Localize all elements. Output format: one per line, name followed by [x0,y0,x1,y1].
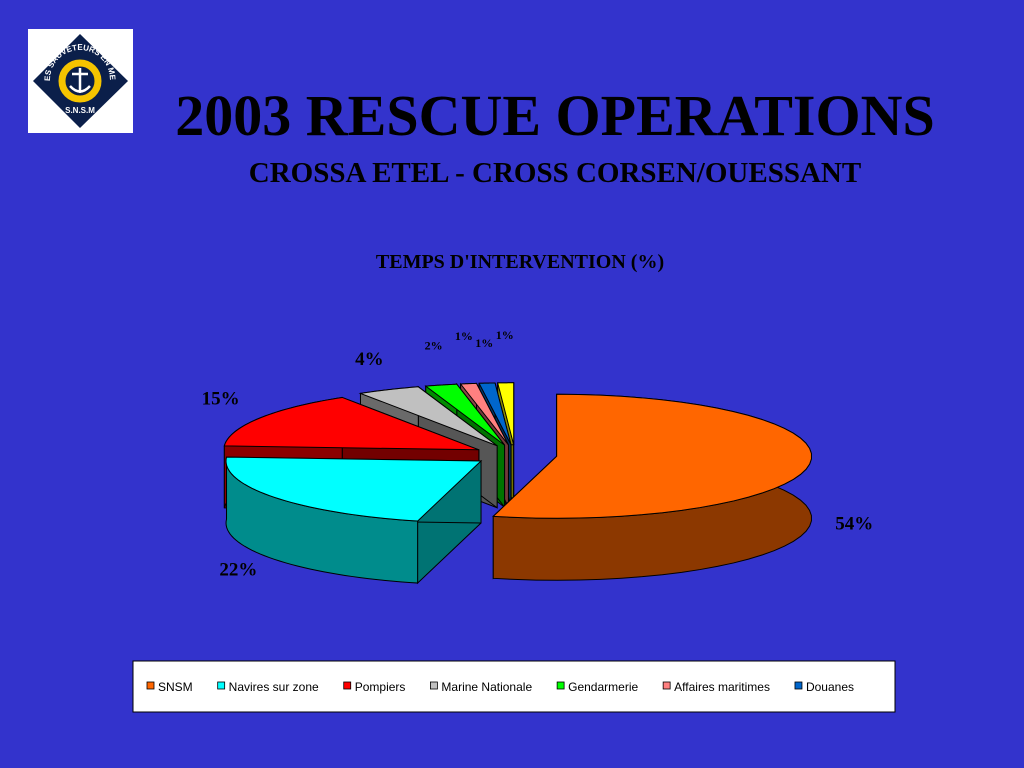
legend-swatch [146,681,155,690]
data-label: 1% [475,336,493,350]
slice-top [223,396,480,451]
legend-label: Douanes [806,680,854,694]
pie-slice [492,393,812,581]
slice-top [478,382,512,446]
data-label: 4% [355,349,384,370]
legend-swatch [794,681,803,690]
subtitle: CROSSA ETEL - CROSS CORSEN/OUESSANT [249,157,861,189]
chart-title: TEMPS D'INTERVENTION (%) [376,251,664,273]
legend-swatch [430,681,438,690]
legend-box [132,660,896,713]
pie-slice [225,456,483,585]
slice-top [492,393,812,519]
legend-label: Gendarmerie [568,680,638,694]
legend-swatch [343,681,352,690]
logo-ring [58,59,102,103]
legend-label: Marine Nationale [441,680,532,694]
legend-swatch [217,681,226,690]
slice-top [358,386,498,447]
slice-top [225,456,483,522]
data-label: 15% [202,388,240,409]
data-label: 2% [425,339,443,353]
logo-anchor [69,68,91,93]
data-label: 1% [496,328,514,342]
slice-top [459,382,509,446]
legend-swatch [556,681,565,690]
data-label: 1% [455,329,473,343]
legend-label: SNSM [158,680,193,694]
title: 2003 RESCUE OPERATIONS [175,83,935,148]
legend-swatch [662,681,671,690]
data-label: 22% [219,559,257,580]
legend-label: Navires sur zone [229,680,319,694]
slice-top [424,383,505,446]
legend-label: Pompiers [355,680,406,694]
legend-label: Affaires maritimes [674,680,770,694]
slice-top [497,382,515,445]
data-label: 54% [835,513,873,534]
logo-bottom: S.N.S.M [65,106,95,115]
